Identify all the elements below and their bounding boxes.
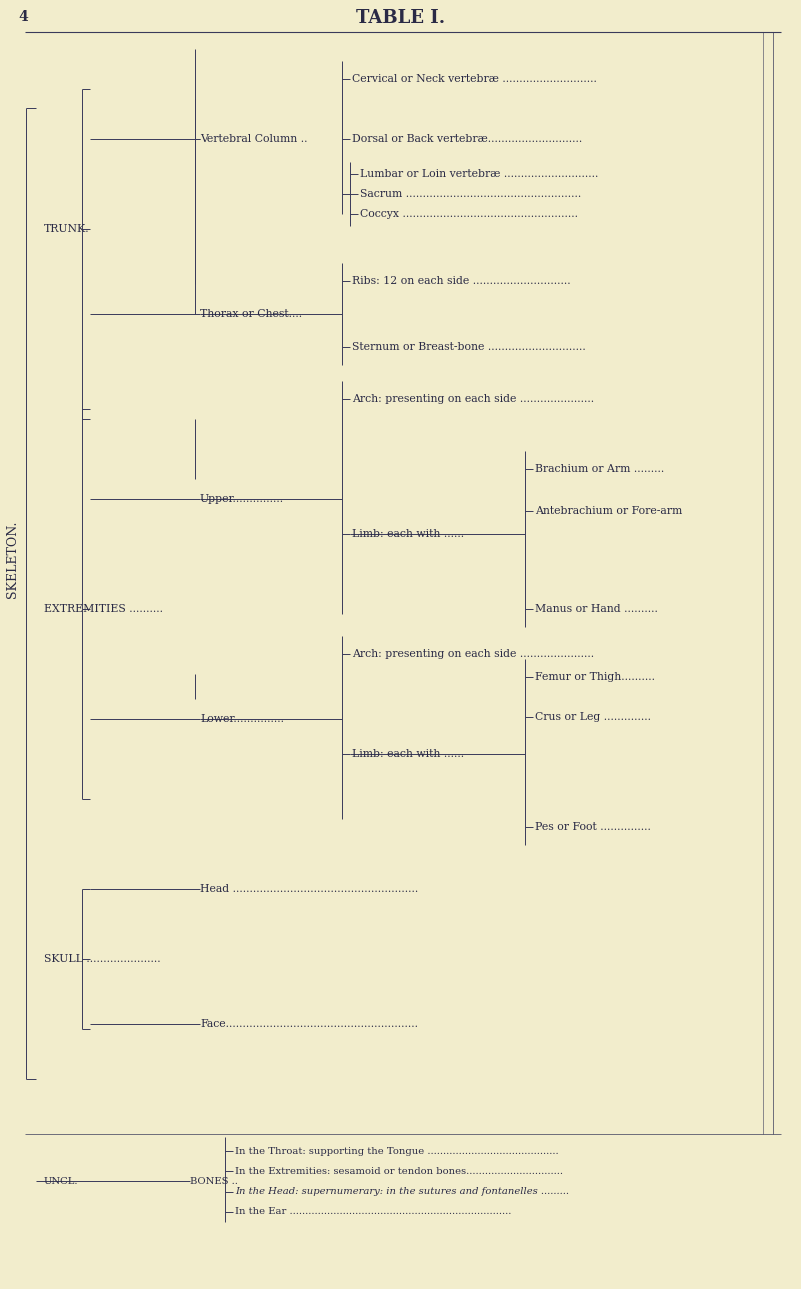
Text: Dorsal or Back vertebræ............................: Dorsal or Back vertebræ.................… [352,134,582,144]
Text: TABLE I.: TABLE I. [356,9,445,27]
Text: Ribs: 12 on each side .............................: Ribs: 12 on each side ..................… [352,276,570,286]
Text: BONES ..: BONES .. [190,1177,238,1186]
Text: In the Head: supernumerary: in the sutures and fontanelles .........: In the Head: supernumerary: in the sutur… [235,1187,569,1196]
Text: SKULL ......................: SKULL ...................... [44,954,161,964]
Text: Sacrum ....................................................: Sacrum .................................… [360,189,582,199]
Text: UNCL.: UNCL. [44,1177,78,1186]
Text: Arch: presenting on each side ......................: Arch: presenting on each side ..........… [352,648,594,659]
Text: In the Extremities: sesamoid or tendon bones...............................: In the Extremities: sesamoid or tendon b… [235,1167,563,1176]
Text: Pes or Foot ...............: Pes or Foot ............... [535,822,651,831]
Text: Sternum or Breast-bone .............................: Sternum or Breast-bone .................… [352,342,586,352]
Text: Vertebral Column ..: Vertebral Column .. [200,134,308,144]
Text: Cervical or Neck vertebræ ............................: Cervical or Neck vertebræ ..............… [352,73,597,84]
Text: Head .......................................................: Head ...................................… [200,884,418,895]
Text: EXTREMITIES ..........: EXTREMITIES .......... [44,605,163,614]
Text: SKELETON.: SKELETON. [6,521,19,598]
Text: 4: 4 [18,10,28,24]
Text: Brachium or Arm .........: Brachium or Arm ......... [535,464,664,474]
Text: Femur or Thigh..........: Femur or Thigh.......... [535,672,655,682]
Text: Manus or Hand ..........: Manus or Hand .......... [535,605,658,614]
Text: Upper...............: Upper............... [200,494,284,504]
Text: Lower...............: Lower............... [200,714,284,724]
Text: Arch: presenting on each side ......................: Arch: presenting on each side ..........… [352,394,594,403]
Text: TRUNK.: TRUNK. [44,224,90,235]
Text: Limb: each with ......: Limb: each with ...... [352,749,464,759]
Text: Crus or Leg ..............: Crus or Leg .............. [535,712,651,722]
Text: Lumbar or Loin vertebræ ............................: Lumbar or Loin vertebræ ................… [360,169,598,179]
Text: Antebrachium or Fore-arm: Antebrachium or Fore-arm [535,507,682,516]
Text: Limb: each with ......: Limb: each with ...... [352,528,464,539]
Text: Thorax or Chest....: Thorax or Chest.... [200,309,302,318]
Text: In the Throat: supporting the Tongue ..........................................: In the Throat: supporting the Tongue ...… [235,1146,558,1155]
Text: In the Ear .....................................................................: In the Ear .............................… [235,1208,511,1217]
Text: Face.........................................................: Face....................................… [200,1020,418,1029]
Text: Coccyx ....................................................: Coccyx .................................… [360,209,578,219]
